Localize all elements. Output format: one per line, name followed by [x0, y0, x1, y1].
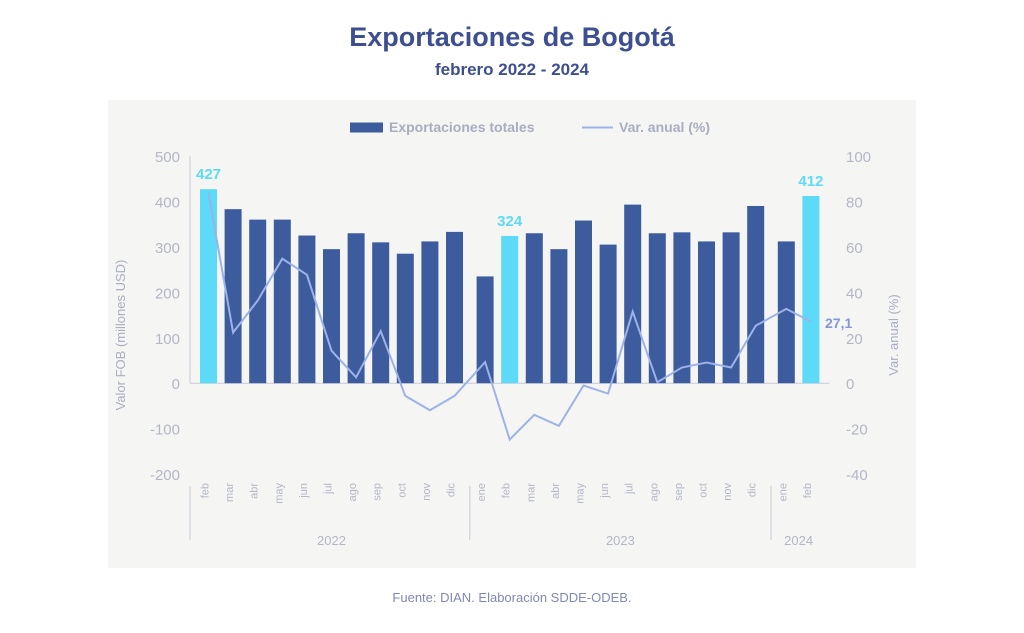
svg-text:100: 100: [846, 149, 871, 166]
svg-text:0: 0: [846, 376, 854, 393]
svg-text:nov: nov: [421, 483, 433, 501]
svg-text:dic: dic: [747, 483, 759, 498]
svg-text:2024: 2024: [784, 533, 813, 548]
svg-text:ene: ene: [777, 483, 789, 501]
svg-text:40: 40: [846, 285, 863, 302]
svg-text:324: 324: [497, 213, 523, 230]
svg-text:500: 500: [155, 149, 180, 166]
svg-text:ago: ago: [648, 483, 660, 501]
svg-text:-40: -40: [846, 467, 868, 484]
svg-text:oct: oct: [698, 483, 710, 498]
svg-text:412: 412: [798, 173, 823, 190]
svg-text:feb: feb: [501, 483, 513, 498]
svg-text:300: 300: [155, 240, 180, 257]
svg-text:abr: abr: [249, 483, 261, 499]
svg-text:mar: mar: [525, 483, 537, 502]
svg-text:Var. anual (%): Var. anual (%): [886, 294, 901, 375]
svg-text:jul: jul: [323, 483, 335, 495]
svg-text:80: 80: [846, 194, 863, 211]
svg-text:427: 427: [196, 166, 221, 183]
svg-text:jun: jun: [298, 483, 310, 499]
svg-text:2022: 2022: [317, 533, 346, 548]
svg-text:2023: 2023: [606, 533, 635, 548]
svg-text:-20: -20: [846, 422, 868, 439]
svg-text:-100: -100: [150, 422, 180, 439]
svg-text:feb: feb: [802, 483, 814, 498]
svg-text:may: may: [273, 483, 285, 504]
svg-text:may: may: [575, 483, 587, 504]
svg-text:jun: jun: [599, 483, 611, 499]
svg-text:200: 200: [155, 285, 180, 302]
svg-text:400: 400: [155, 194, 180, 211]
svg-text:jul: jul: [624, 483, 636, 495]
svg-text:-200: -200: [150, 467, 180, 484]
svg-text:nov: nov: [722, 483, 734, 501]
svg-text:60: 60: [846, 240, 863, 257]
svg-text:dic: dic: [446, 483, 458, 498]
svg-text:Valor FOB (millones USD): Valor FOB (millones USD): [113, 260, 128, 411]
svg-text:abr: abr: [550, 483, 562, 499]
svg-text:0: 0: [172, 376, 180, 393]
svg-text:sep: sep: [372, 483, 384, 501]
svg-text:ago: ago: [347, 483, 359, 501]
svg-text:Exportaciones totales: Exportaciones totales: [389, 119, 535, 135]
svg-text:27,1: 27,1: [825, 315, 852, 331]
svg-text:20: 20: [846, 331, 863, 348]
svg-text:mar: mar: [224, 483, 236, 502]
svg-text:oct: oct: [396, 483, 408, 498]
svg-text:Var. anual (%): Var. anual (%): [619, 119, 710, 135]
svg-text:100: 100: [155, 331, 180, 348]
svg-text:sep: sep: [673, 483, 685, 501]
svg-text:feb: feb: [200, 483, 212, 498]
svg-text:ene: ene: [476, 483, 488, 501]
